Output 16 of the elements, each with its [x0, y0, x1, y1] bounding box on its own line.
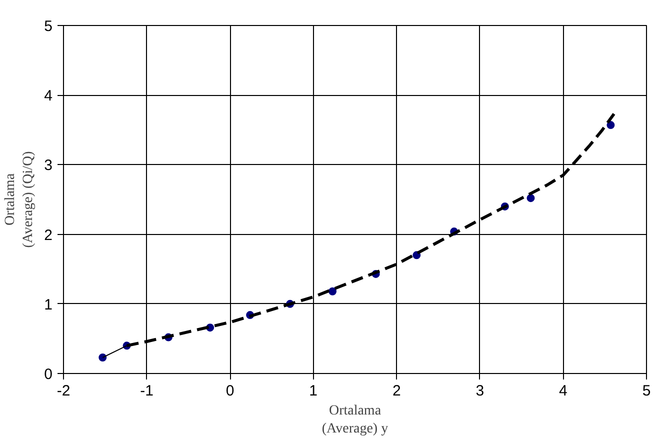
y-tick-label: 5	[44, 18, 52, 35]
y-tick-label: 1	[44, 296, 52, 314]
y-tick-label: 3	[44, 157, 52, 174]
x-axis-title: Ortalama (Average) y	[322, 404, 388, 436]
x-tick-label: 5	[642, 382, 651, 400]
x-tick-label: 0	[226, 382, 234, 400]
x-tick-label: 3	[476, 382, 484, 400]
x-tick-label: -2	[56, 382, 70, 400]
y-tick-label: 2	[44, 226, 52, 244]
x-tick-label: 1	[309, 382, 318, 400]
x-tick-label: 2	[392, 382, 401, 400]
y-tick-label: 0	[44, 366, 52, 383]
y-axis-title: Ortalama (Average) (Qi/Q)	[3, 150, 36, 248]
x-tick-label: 4	[559, 382, 568, 400]
y-tick-label: 4	[44, 88, 52, 105]
x-tick-label: -1	[140, 382, 154, 400]
